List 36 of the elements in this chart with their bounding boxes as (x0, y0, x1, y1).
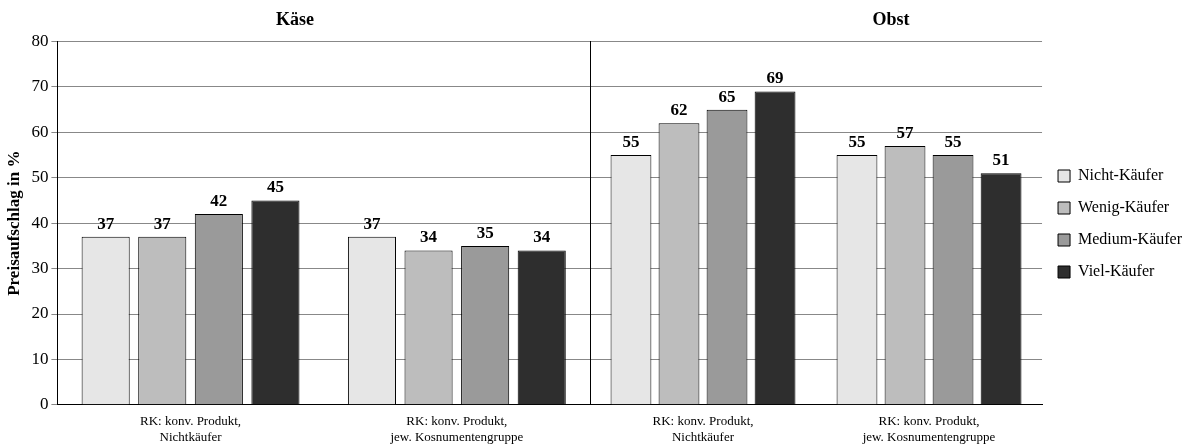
legend-label: Nicht-Käufer (1078, 166, 1164, 184)
x-tick-label: RK: konv. Produkt, jew. Kosnumentengruppe (861, 413, 996, 444)
legend-label: Wenig-Käufer (1078, 198, 1170, 217)
data-label: 37 (97, 213, 115, 233)
y-tick-label: 0 (39, 394, 49, 414)
legend-label: Medium-Käufer (1078, 230, 1183, 248)
x-tick-label: RK: konv. Produkt, jew. Kosnumentengruppe (389, 413, 524, 444)
data-label: 37 (153, 213, 172, 233)
data-label: 69 (766, 68, 784, 88)
y-tick-label: 60 (31, 121, 49, 141)
data-label: 57 (896, 122, 915, 142)
y-tick-label: 20 (31, 303, 49, 323)
y-tick-label: 40 (31, 212, 49, 232)
data-label: 37 (363, 213, 381, 233)
y-tick-label: 70 (31, 76, 49, 96)
chart-title: Käse (276, 9, 315, 30)
data-label: 62 (670, 100, 688, 120)
data-label: 55 (944, 131, 962, 151)
y-tick-label: 10 (31, 348, 49, 368)
data-label: 51 (992, 150, 1010, 170)
x-tick-label: RK: konv. Produkt, Nichtkäufer (652, 413, 754, 444)
legend-label: Viel-Käufer (1078, 262, 1156, 280)
data-label: 45 (266, 177, 284, 197)
y-tick-label: 80 (31, 31, 49, 51)
data-label: 55 (848, 131, 866, 151)
data-label: 35 (476, 222, 494, 242)
y-axis-title: Preisaufschlag in % (3, 150, 23, 296)
y-tick-label: 30 (31, 258, 49, 278)
chart-title: Obst (872, 9, 910, 30)
x-tick-label: RK: konv. Produkt, Nichtkäufer (140, 413, 242, 444)
data-label: 34 (533, 227, 551, 247)
data-label: 55 (622, 131, 640, 151)
data-label: 34 (420, 227, 438, 247)
data-label: 42 (210, 191, 228, 211)
data-label: 65 (718, 86, 736, 106)
y-tick-label: 50 (31, 167, 49, 187)
